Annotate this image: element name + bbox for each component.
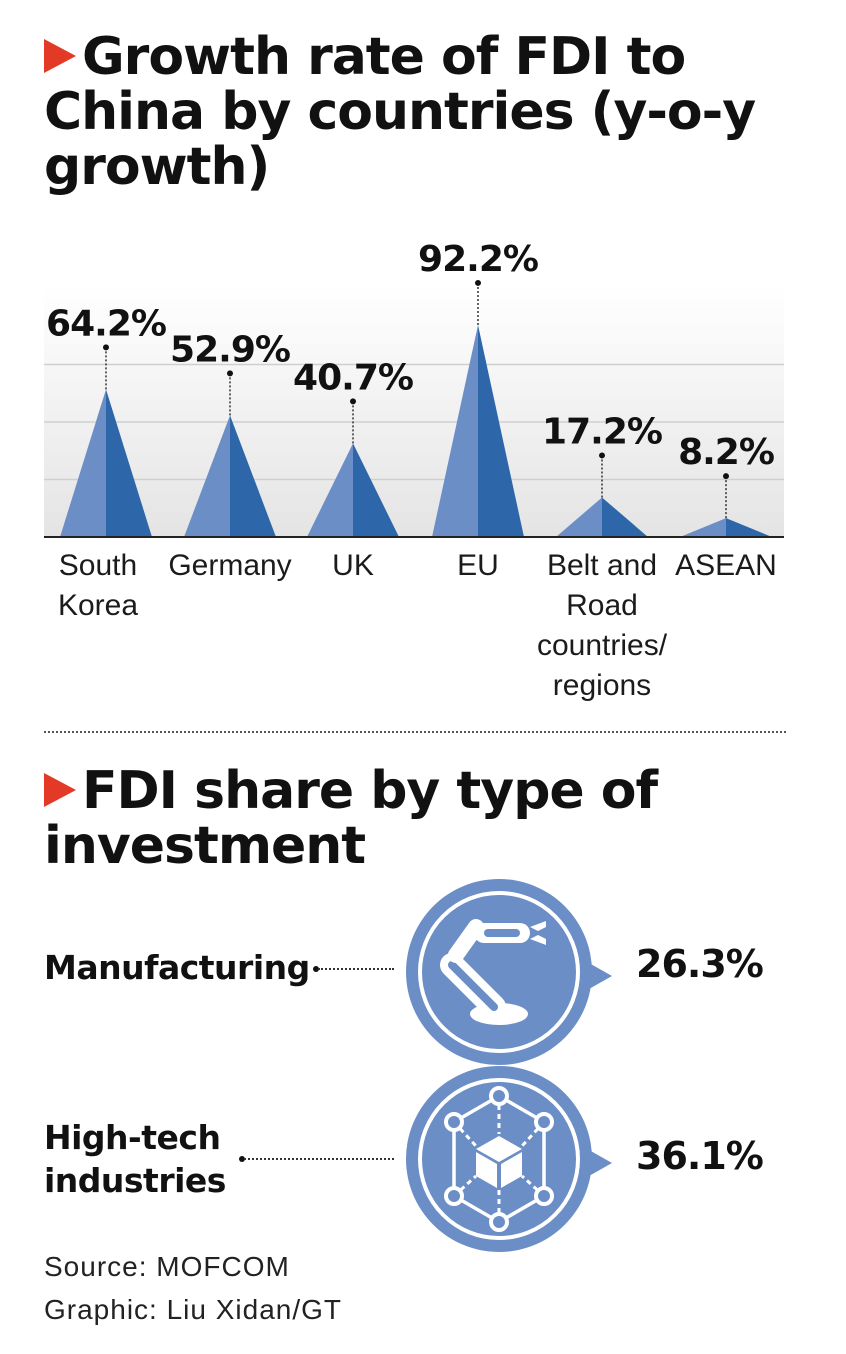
leader-dot [239, 1156, 245, 1162]
bar-uk [307, 443, 399, 537]
value-dot [723, 473, 729, 480]
x-tick-label-line: Road [566, 589, 638, 622]
x-tick-label-line: Germany [168, 549, 292, 582]
leader-dot [313, 966, 319, 972]
value-dot [350, 398, 356, 405]
x-tick-label: South Korea [58, 546, 138, 626]
section-divider [44, 731, 786, 733]
data-label: 17.2% [542, 411, 662, 452]
x-tick-label: Germany [168, 546, 291, 586]
title-marker-triangle [44, 39, 76, 73]
chart-title: Growth rate of FDI to China by countries… [44, 27, 756, 197]
network-cube-icon [404, 1064, 614, 1259]
value-dot [599, 452, 605, 459]
x-tick-label-line: regions [552, 669, 652, 702]
graphic-credit: Graphic: Liu Xidan/GT [44, 1294, 343, 1325]
manufacturing-label: Manufacturing [44, 948, 310, 987]
bar-belt-and-road-countries-regions [556, 497, 648, 537]
high-tech-label-line-1: High-tech [44, 1118, 221, 1157]
x-tick-label-line: South [58, 549, 138, 582]
data-label: 8.2% [678, 432, 774, 473]
bars [60, 324, 772, 537]
data-label: 64.2% [46, 303, 166, 344]
x-tick-label: EU [457, 546, 499, 586]
bar-germany [184, 415, 276, 537]
gridlines [44, 363, 784, 481]
leader-line [318, 968, 394, 970]
leader-line [244, 1158, 394, 1160]
bar-asean [680, 518, 772, 537]
value-dot [475, 279, 481, 286]
data-label: 92.2% [418, 239, 538, 280]
x-tick-label-line: Belt and [546, 549, 658, 582]
growth-chart: 64.2%52.9%40.7% 92.2% 17.2% 8.2% [44, 239, 784, 538]
high-tech-label-line-2: industries [44, 1161, 226, 1200]
source-credit: Source: MOFCOM [44, 1251, 290, 1282]
bar-eu [432, 324, 524, 537]
x-tick-label-line: countries/ [536, 629, 668, 662]
data-label: 40.7% [293, 357, 413, 398]
bar-south-korea [60, 389, 152, 537]
x-tick-label-line: ASEAN [675, 549, 777, 582]
x-tick-label: ASEAN [675, 546, 777, 586]
section2-title: FDI share by type of investment [44, 761, 658, 876]
value-dot [103, 344, 109, 351]
x-tick-label: Belt and Road countries/regions [537, 546, 667, 706]
plot-background [44, 285, 784, 537]
title-marker-triangle [44, 773, 76, 807]
x-tick-label-line: EU [457, 549, 499, 582]
x-tick-label-line: UK [332, 549, 374, 582]
high-tech-label: High-tech industries [44, 1116, 226, 1202]
x-tick-label: UK [332, 546, 374, 586]
x-tick-label-line: Korea [57, 589, 139, 622]
value-dot [227, 370, 233, 377]
high-tech-value: 36.1% [636, 1134, 764, 1178]
robot-arm-icon [404, 877, 614, 1072]
manufacturing-value: 26.3% [636, 942, 764, 986]
data-label: 52.9% [170, 329, 290, 370]
